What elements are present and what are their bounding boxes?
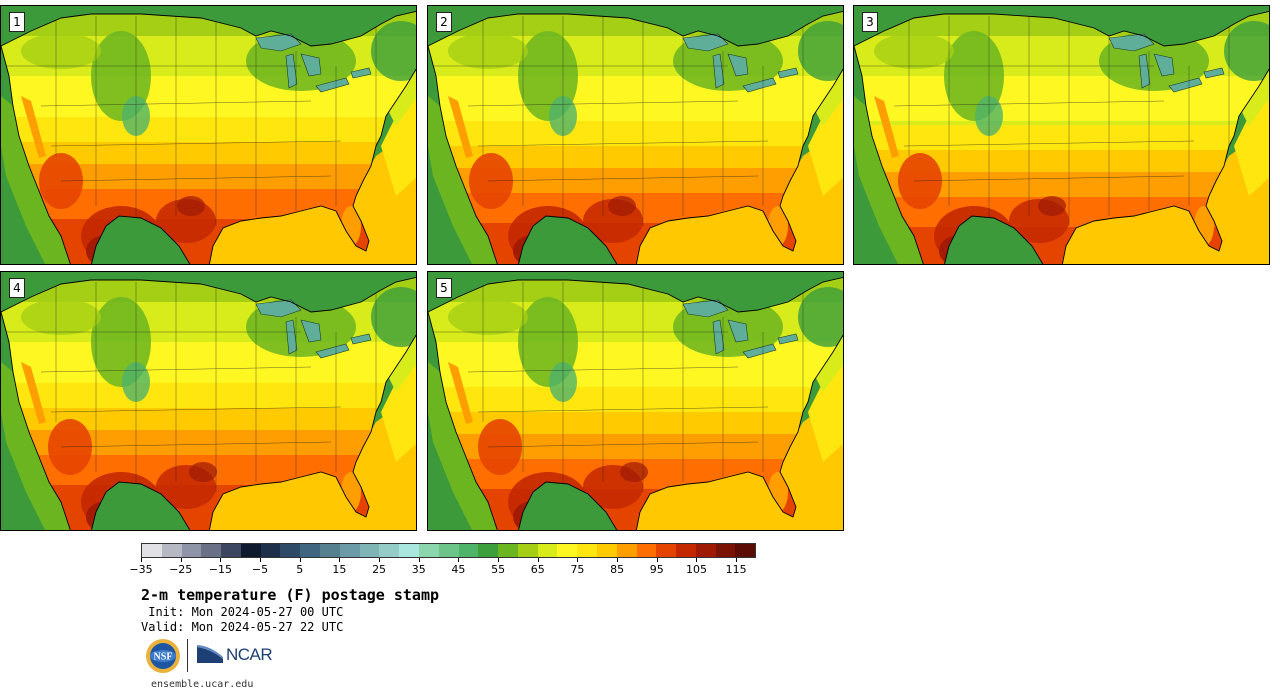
colorbar-tick-label: 95 xyxy=(649,563,664,576)
colorbar-tick-label: 85 xyxy=(610,563,625,576)
colorbar-tick-label: −15 xyxy=(208,563,232,576)
ncar-swoosh-icon xyxy=(197,645,223,663)
colorbar-tick xyxy=(498,558,500,562)
colorbar-tick xyxy=(379,558,381,562)
colorbar-swatch xyxy=(260,544,281,557)
colorbar-tick-label: −25 xyxy=(169,563,193,576)
ncar-logo: NCAR xyxy=(197,643,273,667)
colorbar-swatch xyxy=(695,544,716,557)
temperature-map xyxy=(428,6,843,264)
colorbar-tick xyxy=(339,558,341,562)
member-panel-3: 3 xyxy=(853,5,1270,265)
colorbar-swatch xyxy=(142,544,162,557)
colorbar-tick xyxy=(617,558,619,562)
colorbar-tick-label: 55 xyxy=(491,563,506,576)
colorbar-swatch xyxy=(616,544,637,557)
colorbar-tick-label: 75 xyxy=(570,563,585,576)
colorbar-tick-label: 35 xyxy=(411,563,426,576)
chart-title: 2-m temperature (F) postage stamp xyxy=(141,586,440,604)
colorbar-swatch xyxy=(715,544,736,557)
member-panel-5: 5 xyxy=(427,271,844,531)
panel-number: 3 xyxy=(862,12,878,32)
colorbar-swatch xyxy=(735,544,756,557)
colorbar-tick-label: 5 xyxy=(296,563,304,576)
website-link[interactable]: ensemble.ucar.edu xyxy=(151,679,254,690)
colorbar-swatch xyxy=(438,544,459,557)
colorbar-tick-label: 15 xyxy=(332,563,347,576)
colorbar-swatch xyxy=(161,544,182,557)
colorbar-tick xyxy=(260,558,262,562)
colorbar-tick-label: −35 xyxy=(129,563,153,576)
colorbar-tick xyxy=(736,558,738,562)
colorbar-tick-label: −5 xyxy=(251,563,269,576)
colorbar-swatch xyxy=(557,544,578,557)
colorbar-swatch xyxy=(201,544,222,557)
colorbar-swatch xyxy=(359,544,380,557)
nsf-logo-icon: NSF xyxy=(146,639,180,673)
colorbar-swatch xyxy=(221,544,241,557)
colorbar-swatch xyxy=(636,544,657,557)
colorbar-tick xyxy=(299,558,301,562)
colorbar-swatch xyxy=(577,544,597,557)
temperature-map xyxy=(1,272,416,530)
colorbar-swatch xyxy=(339,544,360,557)
colorbar-swatch xyxy=(656,544,677,557)
colorbar-tick xyxy=(220,558,222,562)
colorbar-ticks: −35 −25 −15 −5 5 15 25 35 45 55 65 75 85 95 105 115 xyxy=(129,558,756,578)
colorbar-tick xyxy=(577,558,579,562)
colorbar-tick xyxy=(656,558,658,562)
colorbar-swatch xyxy=(517,544,538,557)
colorbar-swatch xyxy=(478,544,499,557)
temperature-map xyxy=(854,6,1269,264)
colorbar-swatch xyxy=(498,544,518,557)
colorbar-swatch xyxy=(280,544,301,557)
colorbar-swatch xyxy=(596,544,617,557)
colorbar-swatch xyxy=(418,544,439,557)
colorbar-tick xyxy=(418,558,420,562)
colorbar-tick-label: 65 xyxy=(530,563,545,576)
colorbar-swatch xyxy=(181,544,202,557)
colorbar-swatch xyxy=(379,544,400,557)
colorbar-swatch xyxy=(676,544,696,557)
colorbar-swatch xyxy=(320,544,340,557)
init-time: Init: Mon 2024-05-27 00 UTC xyxy=(141,605,344,619)
colorbar-tick xyxy=(141,558,142,562)
temperature-colorbar xyxy=(141,543,756,558)
nsf-logo-text: NSF xyxy=(154,652,173,663)
colorbar-swatch xyxy=(537,544,558,557)
panel-number: 1 xyxy=(9,12,25,32)
colorbar-tick xyxy=(696,558,698,562)
temperature-map xyxy=(428,272,843,530)
colorbar-tick-label: 115 xyxy=(725,563,747,576)
colorbar-tick-label: 25 xyxy=(372,563,387,576)
colorbar-tick xyxy=(180,558,182,562)
sponsor-logos: NSF NCAR xyxy=(143,637,283,677)
panel-number: 4 xyxy=(9,278,25,298)
colorbar-swatch xyxy=(300,544,321,557)
member-panel-1: 1 xyxy=(0,5,417,265)
valid-time: Valid: Mon 2024-05-27 22 UTC xyxy=(141,620,344,634)
member-panel-4: 4 xyxy=(0,271,417,531)
colorbar-tick-label: 105 xyxy=(685,563,707,576)
colorbar-swatch xyxy=(240,544,261,557)
panel-number: 2 xyxy=(436,12,452,32)
member-panel-2: 2 xyxy=(427,5,844,265)
logo-divider xyxy=(187,639,188,672)
colorbar-tick xyxy=(537,558,539,562)
panel-number: 5 xyxy=(436,278,452,298)
colorbar-tick xyxy=(458,558,460,562)
colorbar-swatch xyxy=(399,544,419,557)
colorbar-swatch xyxy=(458,544,479,557)
temperature-map xyxy=(1,6,416,264)
colorbar-tick-label: 45 xyxy=(451,563,466,576)
ncar-logo-text: NCAR xyxy=(226,645,273,664)
